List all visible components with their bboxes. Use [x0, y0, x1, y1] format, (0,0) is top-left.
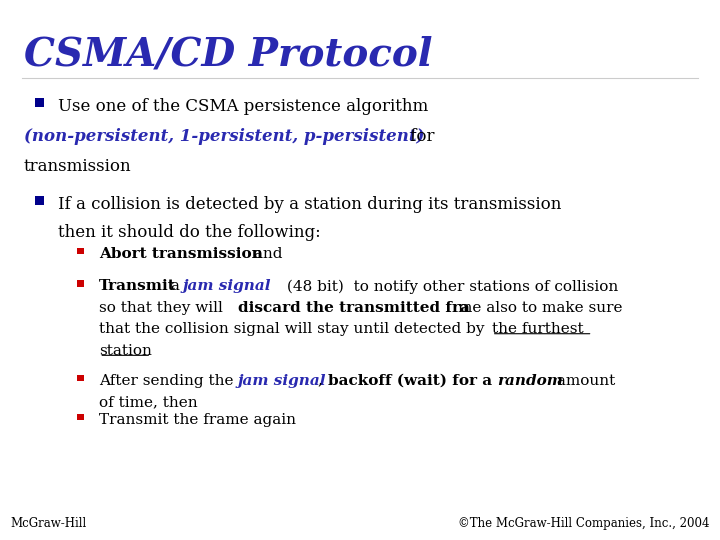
Text: If a collision is detected by a station during its transmission: If a collision is detected by a station …	[58, 196, 561, 213]
Text: random: random	[497, 374, 562, 388]
Text: backoff (wait) for a: backoff (wait) for a	[328, 374, 498, 388]
Text: station: station	[99, 344, 152, 358]
Text: for: for	[405, 128, 435, 145]
Bar	[35, 196, 44, 205]
Bar	[35, 98, 44, 107]
Text: the furthest: the furthest	[492, 322, 583, 336]
Text: (non-persistent, 1-persistent, p-persistent): (non-persistent, 1-persistent, p-persist…	[24, 128, 424, 145]
Bar	[78, 248, 84, 254]
Text: CSMA/CD Protocol: CSMA/CD Protocol	[24, 35, 432, 73]
Text: (48 bit)  to notify other stations of collision: (48 bit) to notify other stations of col…	[282, 279, 618, 294]
Text: After sending the: After sending the	[99, 374, 239, 388]
Bar	[78, 414, 84, 420]
Text: discard the transmitted fra: discard the transmitted fra	[238, 301, 470, 315]
Text: a: a	[166, 279, 184, 293]
Text: then it should do the following:: then it should do the following:	[58, 224, 320, 241]
Text: and: and	[249, 247, 283, 261]
Text: ©The McGraw-Hill Companies, Inc., 2004: ©The McGraw-Hill Companies, Inc., 2004	[459, 517, 710, 530]
Text: jam signal: jam signal	[238, 374, 326, 388]
Text: me also to make sure: me also to make sure	[458, 301, 622, 315]
Text: transmission: transmission	[24, 158, 131, 174]
Text: that the collision signal will stay until detected by: that the collision signal will stay unti…	[99, 322, 490, 336]
Bar	[78, 280, 84, 287]
Text: jam signal: jam signal	[182, 279, 271, 293]
Text: amount: amount	[552, 374, 616, 388]
Text: so that they will: so that they will	[99, 301, 228, 315]
Bar	[78, 375, 84, 381]
Text: Abort transmission: Abort transmission	[99, 247, 263, 261]
Text: Transmit the frame again: Transmit the frame again	[99, 413, 297, 427]
Text: Transmit: Transmit	[99, 279, 176, 293]
Text: McGraw-Hill: McGraw-Hill	[10, 517, 86, 530]
Text: of time, then: of time, then	[99, 395, 198, 409]
Text: Use one of the CSMA persistence algorithm: Use one of the CSMA persistence algorith…	[58, 98, 428, 115]
Text: ,: ,	[318, 374, 328, 388]
